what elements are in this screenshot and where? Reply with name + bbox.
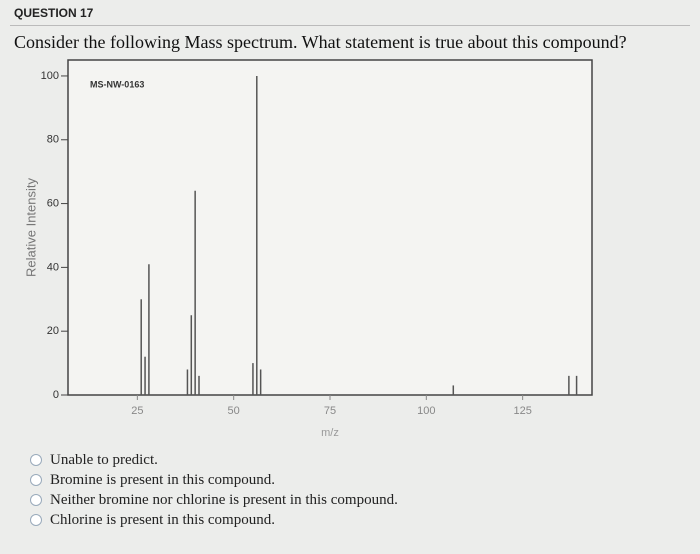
y-axis-label: Relative Intensity	[23, 178, 38, 277]
radio-button[interactable]	[30, 514, 42, 526]
y-tick-label: 100	[41, 70, 59, 82]
option: Chlorine is present in this compound.	[30, 510, 398, 530]
option-text[interactable]: Neither bromine nor chlorine is present …	[50, 491, 398, 508]
option: Neither bromine nor chlorine is present …	[30, 490, 398, 510]
question-prompt: Consider the following Mass spectrum. Wh…	[14, 32, 627, 52]
x-tick-label: 25	[131, 405, 143, 417]
y-tick-label: 40	[47, 261, 59, 273]
y-tick-label: 60	[47, 197, 59, 209]
x-tick-label: 50	[228, 405, 240, 417]
x-axis-label: m/z	[321, 427, 339, 439]
plot-area	[67, 59, 593, 396]
mass-spectrum: MS-NW-0163 Relative Intensity m/z 0 20 40 60 80…	[23, 59, 593, 439]
option: Bromine is present in this compound.	[30, 470, 398, 490]
x-tick-label: 75	[324, 405, 336, 417]
option-text[interactable]: Chlorine is present in this compound.	[50, 511, 275, 528]
radio-button[interactable]	[30, 454, 42, 466]
y-tick-label: 20	[47, 325, 59, 337]
options: Unable to predict. Bromine is present in …	[30, 450, 398, 530]
x-tick-label: 100	[417, 405, 435, 417]
option: Unable to predict.	[30, 450, 398, 470]
option-text[interactable]: Unable to predict.	[50, 451, 158, 468]
x-tick-label: 125	[513, 405, 531, 417]
divider	[10, 25, 690, 26]
question-label: QUESTION 17	[14, 6, 94, 20]
radio-button[interactable]	[30, 474, 42, 486]
radio-button[interactable]	[30, 494, 42, 506]
y-tick-label: 80	[47, 134, 59, 146]
option-text[interactable]: Bromine is present in this compound.	[50, 471, 275, 488]
chart-subtitle: MS-NW-0163	[90, 79, 144, 89]
y-tick-label: 0	[53, 389, 59, 401]
